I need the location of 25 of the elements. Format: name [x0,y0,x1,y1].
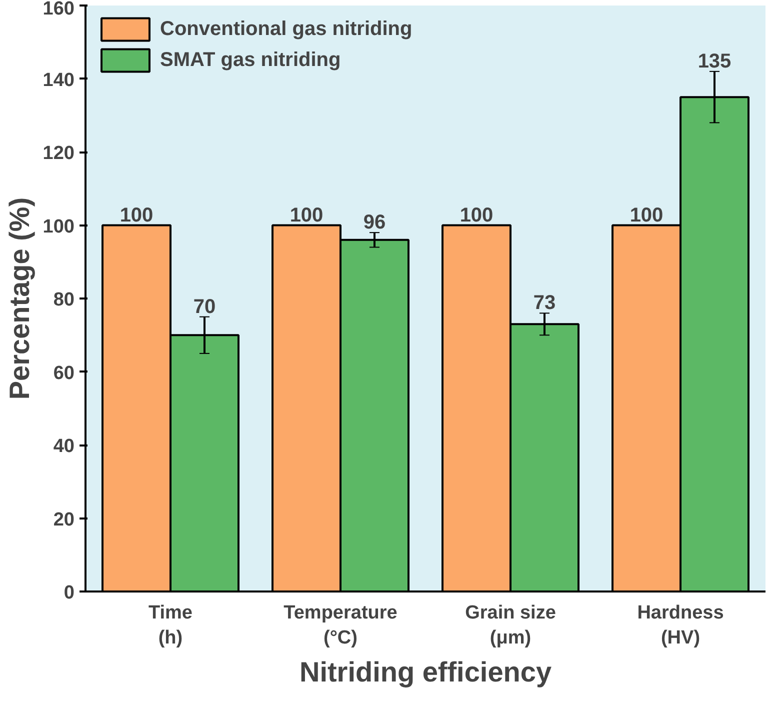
y-tick-label: 0 [64,582,75,604]
legend-label: SMAT gas nitriding [160,48,341,72]
data-label: 100 [290,204,324,226]
y-tick-label: 120 [42,143,74,164]
x-tick-label: Time (h) [148,602,193,649]
x-tick-label: Hardness (HV) [637,602,724,649]
data-label: 100 [120,204,154,226]
data-label: 100 [460,204,494,226]
data-label: 135 [698,50,732,72]
x-tick-label: Grain size (μm) [465,602,556,649]
y-tick-label: 160 [42,0,74,20]
legend-label: Conventional gas nitriding [160,18,412,40]
y-tick-label: 60 [53,362,75,384]
y-tick-label: 40 [53,436,75,457]
y-tick-label: 100 [42,216,74,238]
y-axis-title: Percentage (%) [4,197,35,400]
x-axis-title: Nitriding efficiency [299,656,552,688]
data-label: 96 [363,212,386,234]
data-label: 100 [630,204,664,226]
data-label: 70 [193,296,216,318]
data-label: 73 [533,292,556,314]
y-tick-label: 20 [53,509,75,530]
x-tick-label: Temperature (°C) [284,602,398,649]
y-tick-label: 80 [53,290,75,310]
y-tick-label: 140 [42,70,74,91]
